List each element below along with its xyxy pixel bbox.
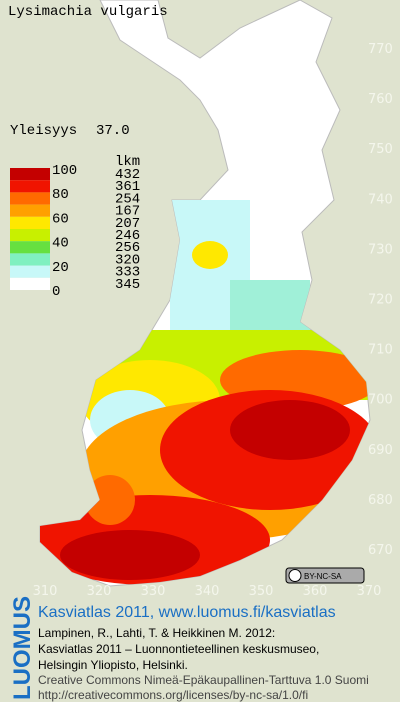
y-grid-label: 680 (368, 493, 393, 508)
x-grid-label: 320 (87, 584, 112, 599)
y-grid-label: 720 (368, 293, 393, 308)
count-header: lkm (115, 154, 140, 170)
count-label: 254 (115, 191, 140, 207)
count-label: 246 (115, 228, 140, 244)
legend-swatch (10, 277, 50, 290)
frequency-value: 37.0 (96, 123, 130, 139)
scale-label: 80 (52, 187, 69, 203)
scale-label: 60 (52, 211, 69, 227)
license-line: Creative Commons Nimeä-Epäkaupallinen-Ta… (38, 673, 369, 687)
map-colors (40, 200, 370, 585)
x-grid-label: 330 (141, 584, 166, 599)
count-label: 432 (115, 167, 140, 183)
map (39, 0, 371, 587)
legend-swatch (10, 265, 50, 278)
legend-swatch (10, 216, 50, 229)
y-grid-label: 690 (368, 443, 393, 458)
title: Lysimachia vulgaris (8, 4, 168, 20)
scale-label: 0 (52, 284, 60, 300)
footer-text: Lampinen, R., Lahti, T. & Heikkinen M. 2… (38, 626, 369, 702)
legend: 100 80 60 40 20 0 4323612541672072462563203333… (10, 163, 140, 300)
count-label: 320 (115, 252, 140, 268)
y-grid-label: 760 (368, 92, 393, 107)
scale-label: 20 (52, 260, 69, 276)
x-grid-label: 340 (195, 584, 220, 599)
scale-label: 100 (52, 163, 77, 179)
legend-swatch (10, 192, 50, 205)
count-label: 361 (115, 179, 140, 195)
y-grid-label: 710 (368, 343, 393, 358)
badge-text: BY-NC-SA (304, 572, 342, 581)
count-label: 333 (115, 265, 140, 281)
y-grid-label: 740 (368, 192, 393, 207)
x-grid-label: 310 (33, 584, 58, 599)
count-label: 167 (115, 204, 140, 220)
legend-swatch (10, 253, 50, 266)
count-label: 207 (115, 216, 140, 232)
y-grid-label: 700 (368, 393, 393, 408)
y-grid-label: 730 (368, 242, 393, 257)
x-grid-label: 360 (303, 584, 328, 599)
legend-swatch (10, 204, 50, 217)
badge-box (285, 567, 365, 584)
count-label: 256 (115, 240, 140, 256)
y-grid-label: 750 (368, 142, 393, 157)
frequency-label: Yleisyys (10, 123, 77, 139)
y-grid-label: 670 (368, 543, 393, 558)
x-grid-label: 370 (357, 584, 382, 599)
count-label: 345 (115, 277, 140, 293)
x-grid-label: 350 (249, 584, 274, 599)
citation-line: Lampinen, R., Lahti, T. & Heikkinen M. 2… (38, 626, 275, 640)
license-line: http://creativecommons.org/licenses/by-n… (38, 688, 308, 702)
cc-icon (288, 569, 302, 582)
y-grid-label: 770 (368, 42, 393, 57)
legend-swatch (10, 168, 50, 181)
citation-line: Kasviatlas 2011 – Luonnontieteellinen ke… (38, 642, 319, 656)
legend-swatch (10, 180, 50, 193)
link[interactable]: Kasviatlas 2011, www.luomus.fi/kasviatla… (38, 604, 336, 621)
citation-line: Helsingin Yliopisto, Helsinki. (38, 658, 188, 672)
legend-swatch (10, 241, 50, 254)
scale-label: 40 (52, 236, 69, 252)
logo: LUOMUS (9, 596, 36, 700)
license-badge: BY-NC-SA (285, 567, 365, 584)
legend-swatch (10, 229, 50, 242)
